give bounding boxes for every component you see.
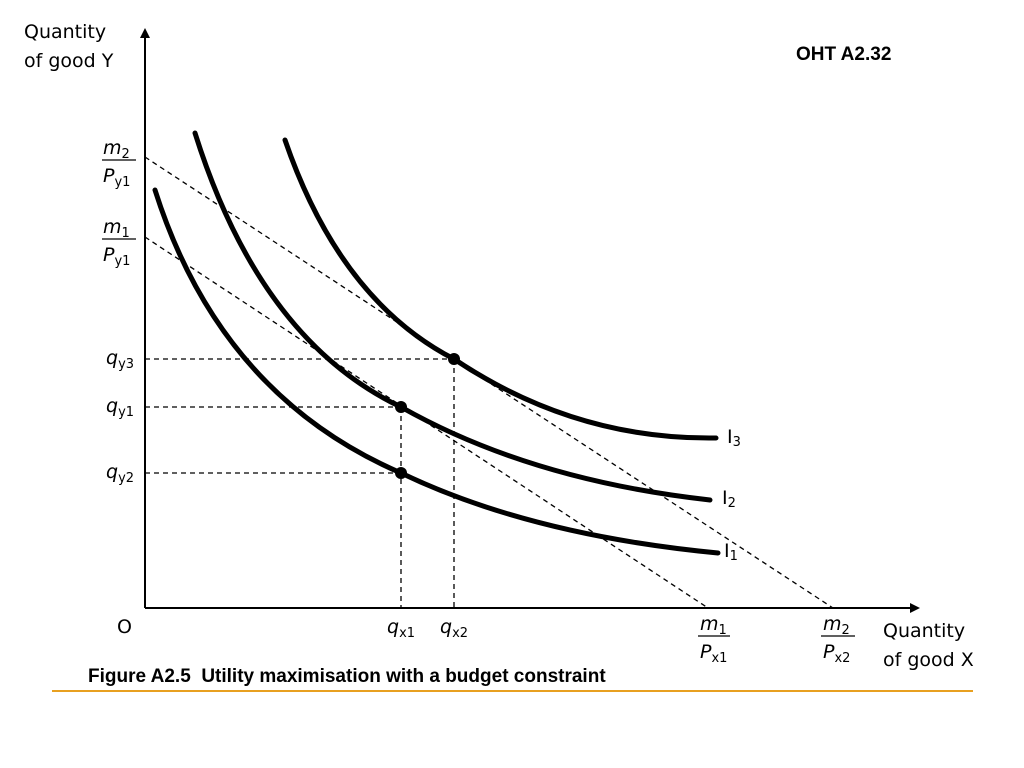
svg-text:m2: m2 [823,613,850,638]
x-tick-m2-over-px2: m2 Px2 [821,613,855,666]
x-tick-qx2: qx2 [440,616,468,641]
origin-label: O [117,616,132,638]
svg-text:Py1: Py1 [103,165,130,190]
svg-text:m2: m2 [103,137,130,162]
point-qx1-qy2 [395,467,407,479]
equilibrium-point-qx1-qy1 [395,401,407,413]
figure-caption: Figure A2.5 Utility maximisation with a … [88,666,606,687]
indifference-curve-2 [192,130,713,503]
svg-text:m1: m1 [103,216,130,241]
indifference-curve-3 [282,137,719,441]
curve-label-i3: I3 [727,426,741,450]
y-axis-label-line1: Quantity [24,21,106,43]
equilibrium-point-qx2-qy3 [448,353,460,365]
svg-text:m1: m1 [700,613,727,638]
x-tick-qx1: qx1 [387,616,415,641]
y-tick-m1-over-py1: m1 Py1 [102,216,136,269]
y-tick-qy2: qy2 [106,461,134,486]
budget-line-2 [144,156,834,609]
x-axis-label-line2: of good X [883,649,974,671]
y-axis-label-line2: of good Y [24,50,114,72]
page-id-label: OHT A2.32 [796,44,892,65]
curve-label-i1: I1 [724,540,738,564]
svg-text:Py1: Py1 [103,244,130,269]
svg-text:Px1: Px1 [700,641,727,666]
y-tick-qy1: qy1 [106,395,134,420]
svg-text:Px2: Px2 [823,641,850,666]
curve-label-i2: I2 [722,487,736,511]
x-axis-label-line1: Quantity [883,620,965,642]
caption-divider [52,690,973,692]
x-tick-m1-over-px1: m1 Px1 [698,613,730,666]
y-tick-m2-over-py1: m2 Py1 [102,137,136,190]
y-tick-qy3: qy3 [106,347,134,372]
